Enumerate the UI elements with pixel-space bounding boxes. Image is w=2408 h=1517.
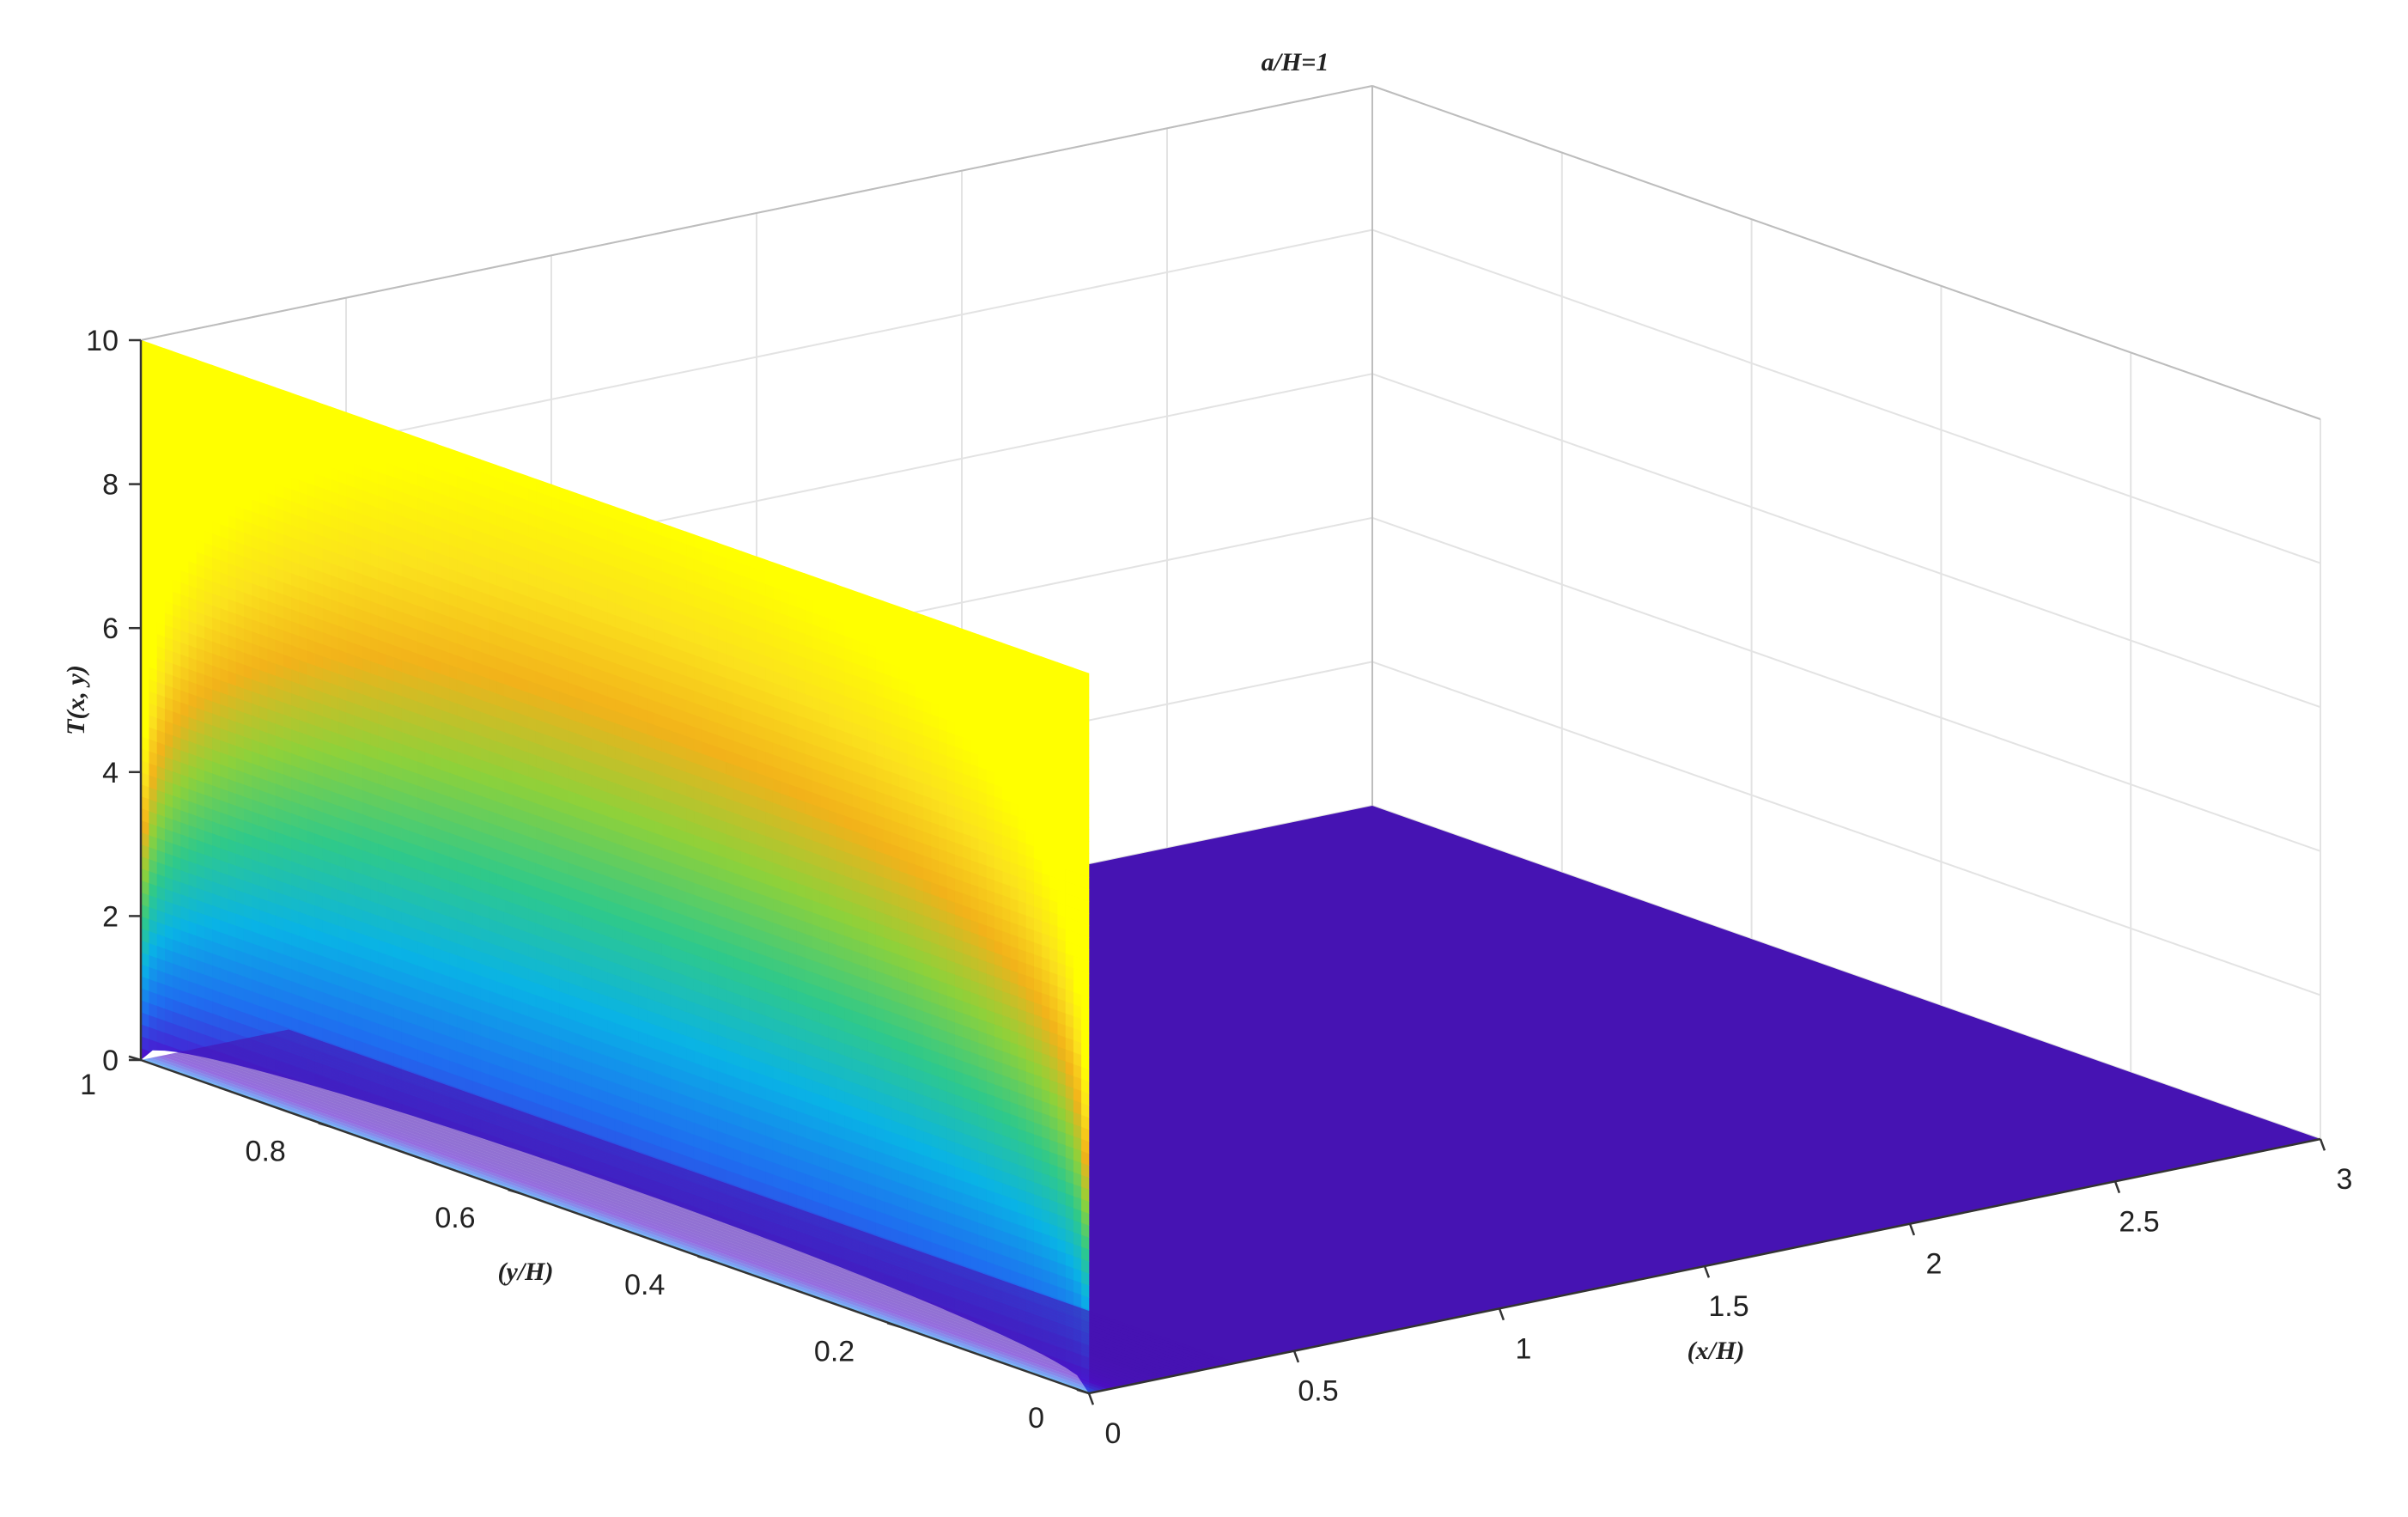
surface-wall-cell <box>788 567 797 583</box>
surface <box>140 339 2320 1394</box>
surface-wall-cell <box>622 509 631 525</box>
surface-wall-cell <box>456 450 465 466</box>
surface-wall-cell <box>954 625 964 642</box>
surface-wall-cell <box>733 548 742 564</box>
surface-wall-cell <box>828 581 836 597</box>
surface-wall-cell <box>591 497 599 514</box>
surface-wall-cell <box>606 503 616 520</box>
surface-wall-cell <box>1025 650 1034 667</box>
surface-wall-cell <box>496 465 505 481</box>
surface-wall-cell <box>464 454 473 470</box>
side-wall-grid-line <box>1371 661 2321 996</box>
surface-wall-cell <box>922 614 932 631</box>
surface-wall-cell <box>1065 664 1073 680</box>
surface-wall-cell <box>986 637 994 653</box>
surface-wall-cell <box>1049 659 1058 675</box>
surface-wall-cell <box>685 531 695 547</box>
surface-wall-cell <box>938 620 947 637</box>
surface-wall-cell <box>796 570 806 587</box>
surface-wall-cell <box>717 542 727 558</box>
surface-wall-cell <box>567 490 576 506</box>
surface-wall-cell <box>709 539 718 556</box>
surface-wall-cell <box>812 576 821 592</box>
side-wall-grid-line <box>1371 373 2321 709</box>
surface-wall-cell <box>693 533 702 550</box>
surface-wall-cell <box>749 553 757 570</box>
surface-wall-cell <box>780 564 789 581</box>
surface-wall-cell <box>757 556 766 572</box>
surface-wall-cell <box>582 495 592 511</box>
surface-wall-cell <box>1056 661 1066 678</box>
surface-wall-cell <box>994 639 1003 655</box>
surface-wall-cell <box>654 520 663 536</box>
surface-wall-cell <box>599 501 608 517</box>
surface-wall-cell <box>543 481 552 497</box>
surface-wall-cell <box>670 526 678 542</box>
surface-wall-cell <box>575 492 584 509</box>
surface-wall-cell <box>661 522 671 539</box>
surface-wall-cell <box>480 459 490 475</box>
surface-wall-cell <box>503 467 513 484</box>
surface-wall-cell <box>1009 645 1019 661</box>
surface-wall-cell <box>851 589 860 606</box>
surface-wall-cell <box>907 609 915 625</box>
box-edge <box>140 85 1373 341</box>
surface-wall-cell <box>867 595 876 612</box>
side-wall-grid-line <box>1371 228 2321 564</box>
surface-wall-cell <box>559 486 569 503</box>
surface-wall-cell <box>772 562 781 578</box>
surface-wall-cell <box>764 558 774 576</box>
surface-wall-cell <box>883 600 892 617</box>
surface-wall-cell <box>875 598 885 614</box>
surface-wall-cell <box>859 592 868 608</box>
surface-wall-cell <box>946 623 955 639</box>
surface-wall-cell <box>441 445 450 461</box>
surface-wall-cell <box>551 484 560 500</box>
surface-wall-cell <box>1017 648 1026 664</box>
surface-wall-cell <box>977 634 987 650</box>
surface-wall-cell <box>488 461 497 478</box>
surface-wall-cell <box>1080 670 1090 686</box>
surface-wall-cell <box>970 631 979 648</box>
surface-wall-cell <box>1001 642 1011 659</box>
surface-wall-cell <box>804 573 813 589</box>
surface-wall-cell <box>891 603 900 619</box>
surface-wall-cell <box>1073 667 1082 684</box>
surface-wall-cell <box>535 478 544 495</box>
surface-wall-cell <box>512 470 520 486</box>
surface-wall-cell <box>962 628 971 644</box>
surface-wall-cell <box>630 512 639 528</box>
surface-wall-cell <box>843 587 853 603</box>
surface-wall-cell <box>701 537 710 553</box>
surface-wall-cell <box>915 612 924 628</box>
surface-wall-cell <box>646 517 655 533</box>
surface-wall-cell <box>448 448 458 464</box>
surface-wall-cell <box>1041 656 1050 673</box>
surface-wall-cell <box>614 506 623 522</box>
side-wall-grid-line <box>1371 516 2321 852</box>
surface-wall-cell <box>930 617 939 633</box>
surface-wall-cell <box>740 551 750 567</box>
surface-wall-cell <box>836 584 845 600</box>
surface-wall-cell <box>472 456 481 472</box>
surface-wall-cell <box>520 472 529 489</box>
surface-wall-cell <box>819 578 829 594</box>
surface-wall-cell <box>1033 653 1043 670</box>
box-edge <box>1371 85 2321 420</box>
surface-wall-cell <box>638 515 648 531</box>
surface-wall-cell <box>898 606 908 623</box>
surface-wall-cell <box>527 475 537 492</box>
surface-wall-cell <box>678 528 687 545</box>
surface-wall-cell <box>725 545 734 561</box>
